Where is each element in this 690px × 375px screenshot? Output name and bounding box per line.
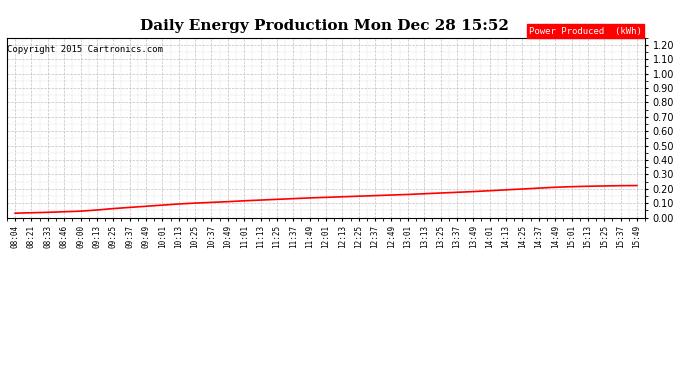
Text: Copyright 2015 Cartronics.com: Copyright 2015 Cartronics.com: [7, 45, 163, 54]
Text: Daily Energy Production Mon Dec 28 15:52: Daily Energy Production Mon Dec 28 15:52: [140, 19, 509, 33]
Text: Power Produced  (kWh): Power Produced (kWh): [529, 27, 642, 36]
